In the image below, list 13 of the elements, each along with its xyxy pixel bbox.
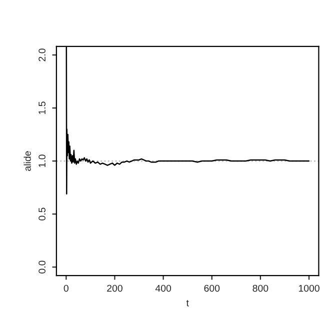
y-tick-label: 0.5	[38, 208, 46, 220]
y-tick-label: 1.0	[38, 154, 46, 168]
x-tick-label: 600	[204, 284, 220, 292]
y-tick-label: 2.0	[38, 48, 46, 62]
x-tick-label: 1000	[298, 284, 320, 292]
y-tick-label: 0.0	[38, 260, 46, 274]
x-tick-label: 0	[64, 284, 68, 292]
y-tick-label: 1.5	[38, 102, 46, 114]
x-tick-label: 800	[252, 284, 268, 292]
x-axis-title: t	[186, 300, 189, 306]
x-tick-label: 400	[155, 284, 172, 292]
x-tick-label: 200	[107, 284, 122, 292]
y-axis-title: alide	[24, 151, 31, 171]
